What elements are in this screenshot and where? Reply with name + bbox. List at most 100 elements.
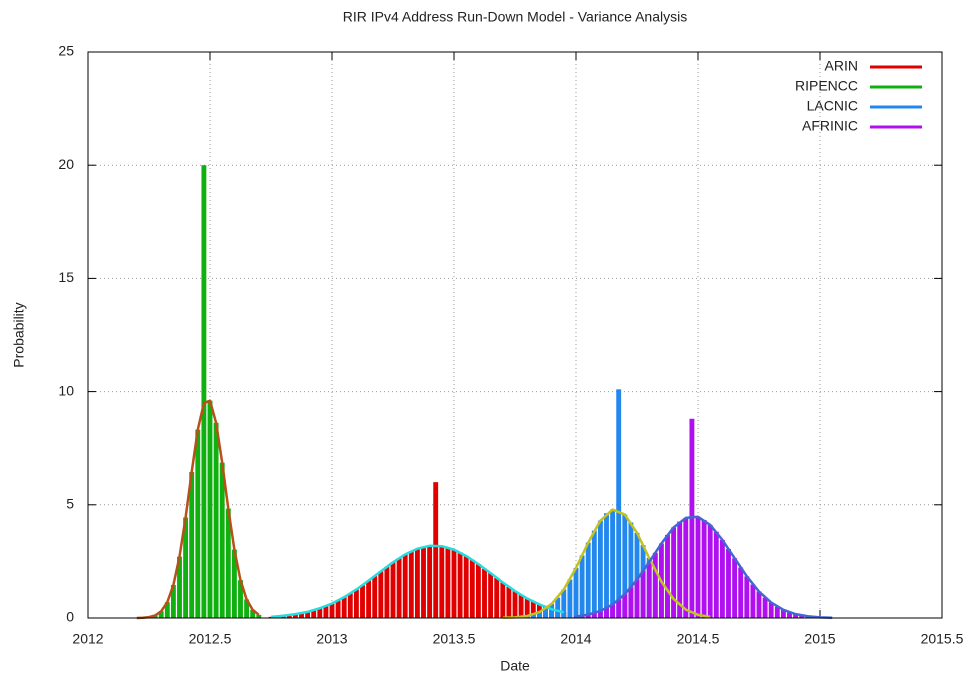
bar	[317, 608, 323, 618]
y-tick-label: 5	[66, 496, 74, 512]
bar	[238, 580, 243, 618]
bar	[543, 608, 548, 618]
x-tick-label: 2013	[316, 631, 347, 647]
bar	[366, 580, 372, 618]
bar	[323, 606, 329, 618]
bar	[756, 591, 762, 618]
bar	[683, 517, 689, 618]
y-tick-label: 0	[66, 609, 74, 625]
bar	[433, 482, 439, 618]
bar	[585, 614, 591, 618]
bar	[713, 531, 719, 618]
bar	[390, 562, 396, 618]
bar	[591, 613, 597, 618]
bar	[439, 546, 445, 618]
bar	[195, 429, 201, 618]
bar	[787, 612, 792, 618]
bar	[616, 389, 622, 618]
bar	[665, 534, 670, 618]
bar	[640, 571, 646, 618]
bar	[555, 597, 561, 618]
bar	[726, 548, 731, 618]
bar	[451, 549, 457, 618]
bar	[164, 602, 170, 618]
plot-frame	[87, 51, 943, 619]
bar	[719, 539, 725, 618]
bar	[622, 594, 628, 618]
x-tick-label: 2014.5	[677, 631, 720, 647]
bar	[573, 567, 579, 618]
bar	[158, 611, 164, 618]
x-tick-label: 2012.5	[189, 631, 232, 647]
bar	[292, 614, 298, 618]
bar	[183, 517, 189, 618]
bar	[488, 573, 494, 618]
bar	[536, 612, 542, 618]
bar	[634, 579, 640, 618]
x-tick-label: 2014	[560, 631, 591, 647]
bar	[671, 527, 677, 618]
x-axis-label: Date	[500, 658, 530, 674]
fit-curve	[270, 544, 565, 619]
bar	[780, 609, 786, 618]
bar	[799, 615, 805, 618]
bar	[305, 611, 311, 618]
bar	[707, 524, 713, 618]
bar	[360, 585, 365, 618]
legend-label: AFRINIC	[802, 118, 858, 134]
fit-curve	[502, 508, 711, 620]
legend-label: LACNIC	[807, 98, 858, 114]
bar	[530, 601, 536, 618]
legend-label: ARIN	[825, 58, 858, 74]
bar	[604, 513, 609, 618]
bar	[408, 551, 414, 618]
bar	[591, 530, 597, 618]
bar	[445, 547, 451, 618]
bar	[268, 616, 274, 618]
bar	[744, 576, 750, 618]
bar	[421, 546, 426, 618]
bar	[750, 584, 756, 618]
bar	[469, 559, 475, 618]
bar	[250, 609, 256, 618]
bar	[189, 471, 195, 618]
bar	[213, 422, 219, 618]
bar	[347, 593, 353, 618]
y-tick-label: 15	[58, 269, 74, 285]
bar	[402, 554, 408, 618]
x-tick-label: 2015.5	[921, 631, 964, 647]
bar	[610, 509, 616, 618]
bar	[512, 591, 518, 618]
y-tick-label: 20	[58, 156, 74, 172]
bar	[396, 558, 402, 618]
bar	[372, 576, 378, 618]
bar	[701, 519, 707, 618]
bar	[335, 600, 341, 618]
bar	[353, 589, 359, 618]
bar	[244, 599, 250, 618]
bar	[610, 604, 616, 618]
bar	[219, 462, 225, 618]
bar	[463, 555, 469, 618]
bar	[427, 545, 433, 618]
bar	[482, 568, 487, 618]
bar	[311, 610, 317, 618]
bar	[628, 587, 634, 618]
bar	[207, 400, 213, 618]
bar	[677, 521, 683, 618]
y-axis-label: Probability	[11, 302, 27, 367]
bar	[225, 508, 231, 618]
bar	[579, 555, 585, 618]
bar	[530, 614, 536, 618]
legend-label: RIPENCC	[795, 78, 858, 94]
bar	[201, 165, 207, 618]
x-tick-label: 2015	[804, 631, 835, 647]
bar	[597, 610, 603, 618]
bar	[231, 549, 237, 618]
y-tick-label: 10	[58, 382, 74, 398]
bar	[341, 597, 347, 618]
bar	[646, 562, 652, 618]
bar	[652, 552, 658, 618]
